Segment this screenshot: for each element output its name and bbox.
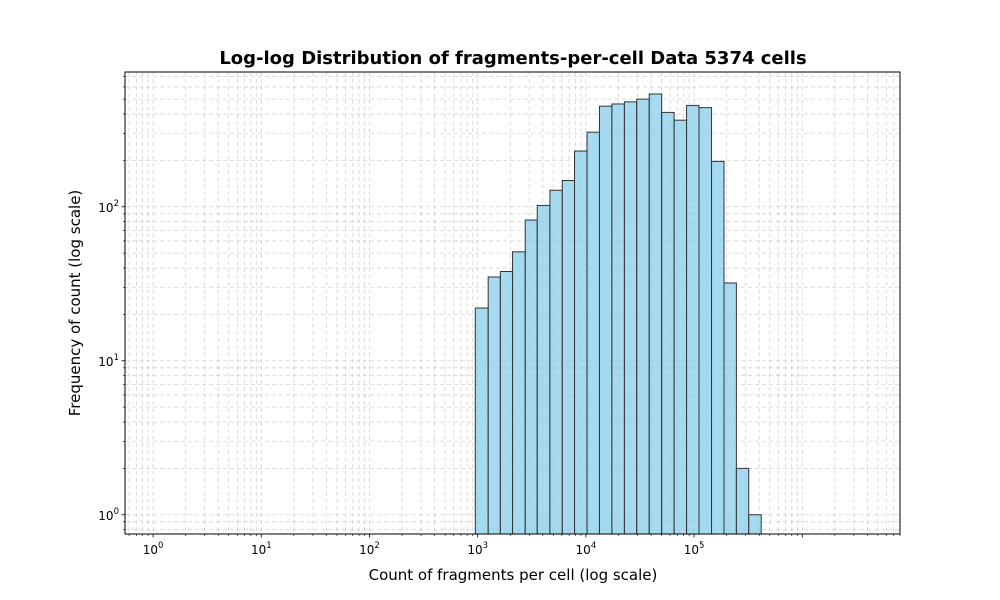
histogram-bar (648, 93, 663, 535)
histogram-bar (574, 150, 588, 535)
histogram-bar (623, 101, 638, 535)
histogram-bar (474, 307, 489, 535)
y-axis-label: Frequency of count (log scale) (66, 190, 84, 417)
histogram-bar (748, 514, 762, 535)
histogram-bar (611, 103, 625, 535)
chart-title: Log-log Distribution of fragments-per-ce… (219, 48, 806, 69)
x-tick-label: 103 (467, 541, 488, 557)
y-tick-label: 101 (98, 353, 119, 369)
histogram-bar (598, 105, 613, 535)
x-tick-label-exponent: 1 (266, 541, 271, 551)
y-tick-label-exponent: 2 (114, 199, 119, 209)
y-tick-label: 100 (98, 507, 119, 523)
x-tick-label-base: 10 (359, 543, 374, 557)
x-axis-label: Count of fragments per cell (log scale) (369, 566, 658, 584)
x-tick-label-exponent: 0 (158, 541, 163, 551)
histogram-bar (686, 104, 700, 535)
y-tick-label-exponent: 1 (114, 353, 119, 363)
histogram-bar (512, 251, 526, 535)
histogram-bar (698, 107, 713, 535)
plot-frame (124, 71, 901, 535)
x-tick-label-base: 10 (143, 543, 158, 557)
x-tick-label-exponent: 5 (699, 541, 704, 551)
x-tick-label-base: 10 (467, 543, 482, 557)
histogram-bar (586, 131, 600, 535)
x-tick-label: 101 (251, 541, 272, 557)
y-tick-label: 102 (98, 199, 119, 215)
histogram-bar (661, 111, 675, 535)
histogram-bar (549, 189, 563, 535)
x-tick-label-base: 10 (251, 543, 266, 557)
histogram-bar (673, 119, 688, 535)
histogram-bar (711, 160, 725, 535)
histogram-bar (487, 276, 501, 535)
histogram-bar (561, 180, 576, 535)
y-tick-label-exponent: 0 (114, 507, 119, 517)
y-tick-label-base: 10 (98, 201, 113, 215)
x-tick-label: 104 (576, 541, 597, 557)
x-tick-label-exponent: 2 (374, 541, 379, 551)
histogram-bar (524, 219, 538, 535)
x-tick-label: 100 (143, 541, 164, 557)
x-tick-label: 105 (684, 541, 705, 557)
histogram-bar (536, 204, 551, 535)
x-tick-label-exponent: 3 (483, 541, 488, 551)
histogram-bar (723, 282, 737, 535)
x-tick-label-base: 10 (684, 543, 699, 557)
histogram-bar (499, 270, 514, 535)
histogram-bar (735, 467, 750, 535)
x-tick-label: 102 (359, 541, 380, 557)
y-tick-label-base: 10 (98, 355, 113, 369)
histogram-bar (636, 98, 650, 535)
x-tick-label-base: 10 (576, 543, 591, 557)
y-tick-label-base: 10 (98, 509, 113, 523)
x-tick-label-exponent: 4 (591, 541, 596, 551)
